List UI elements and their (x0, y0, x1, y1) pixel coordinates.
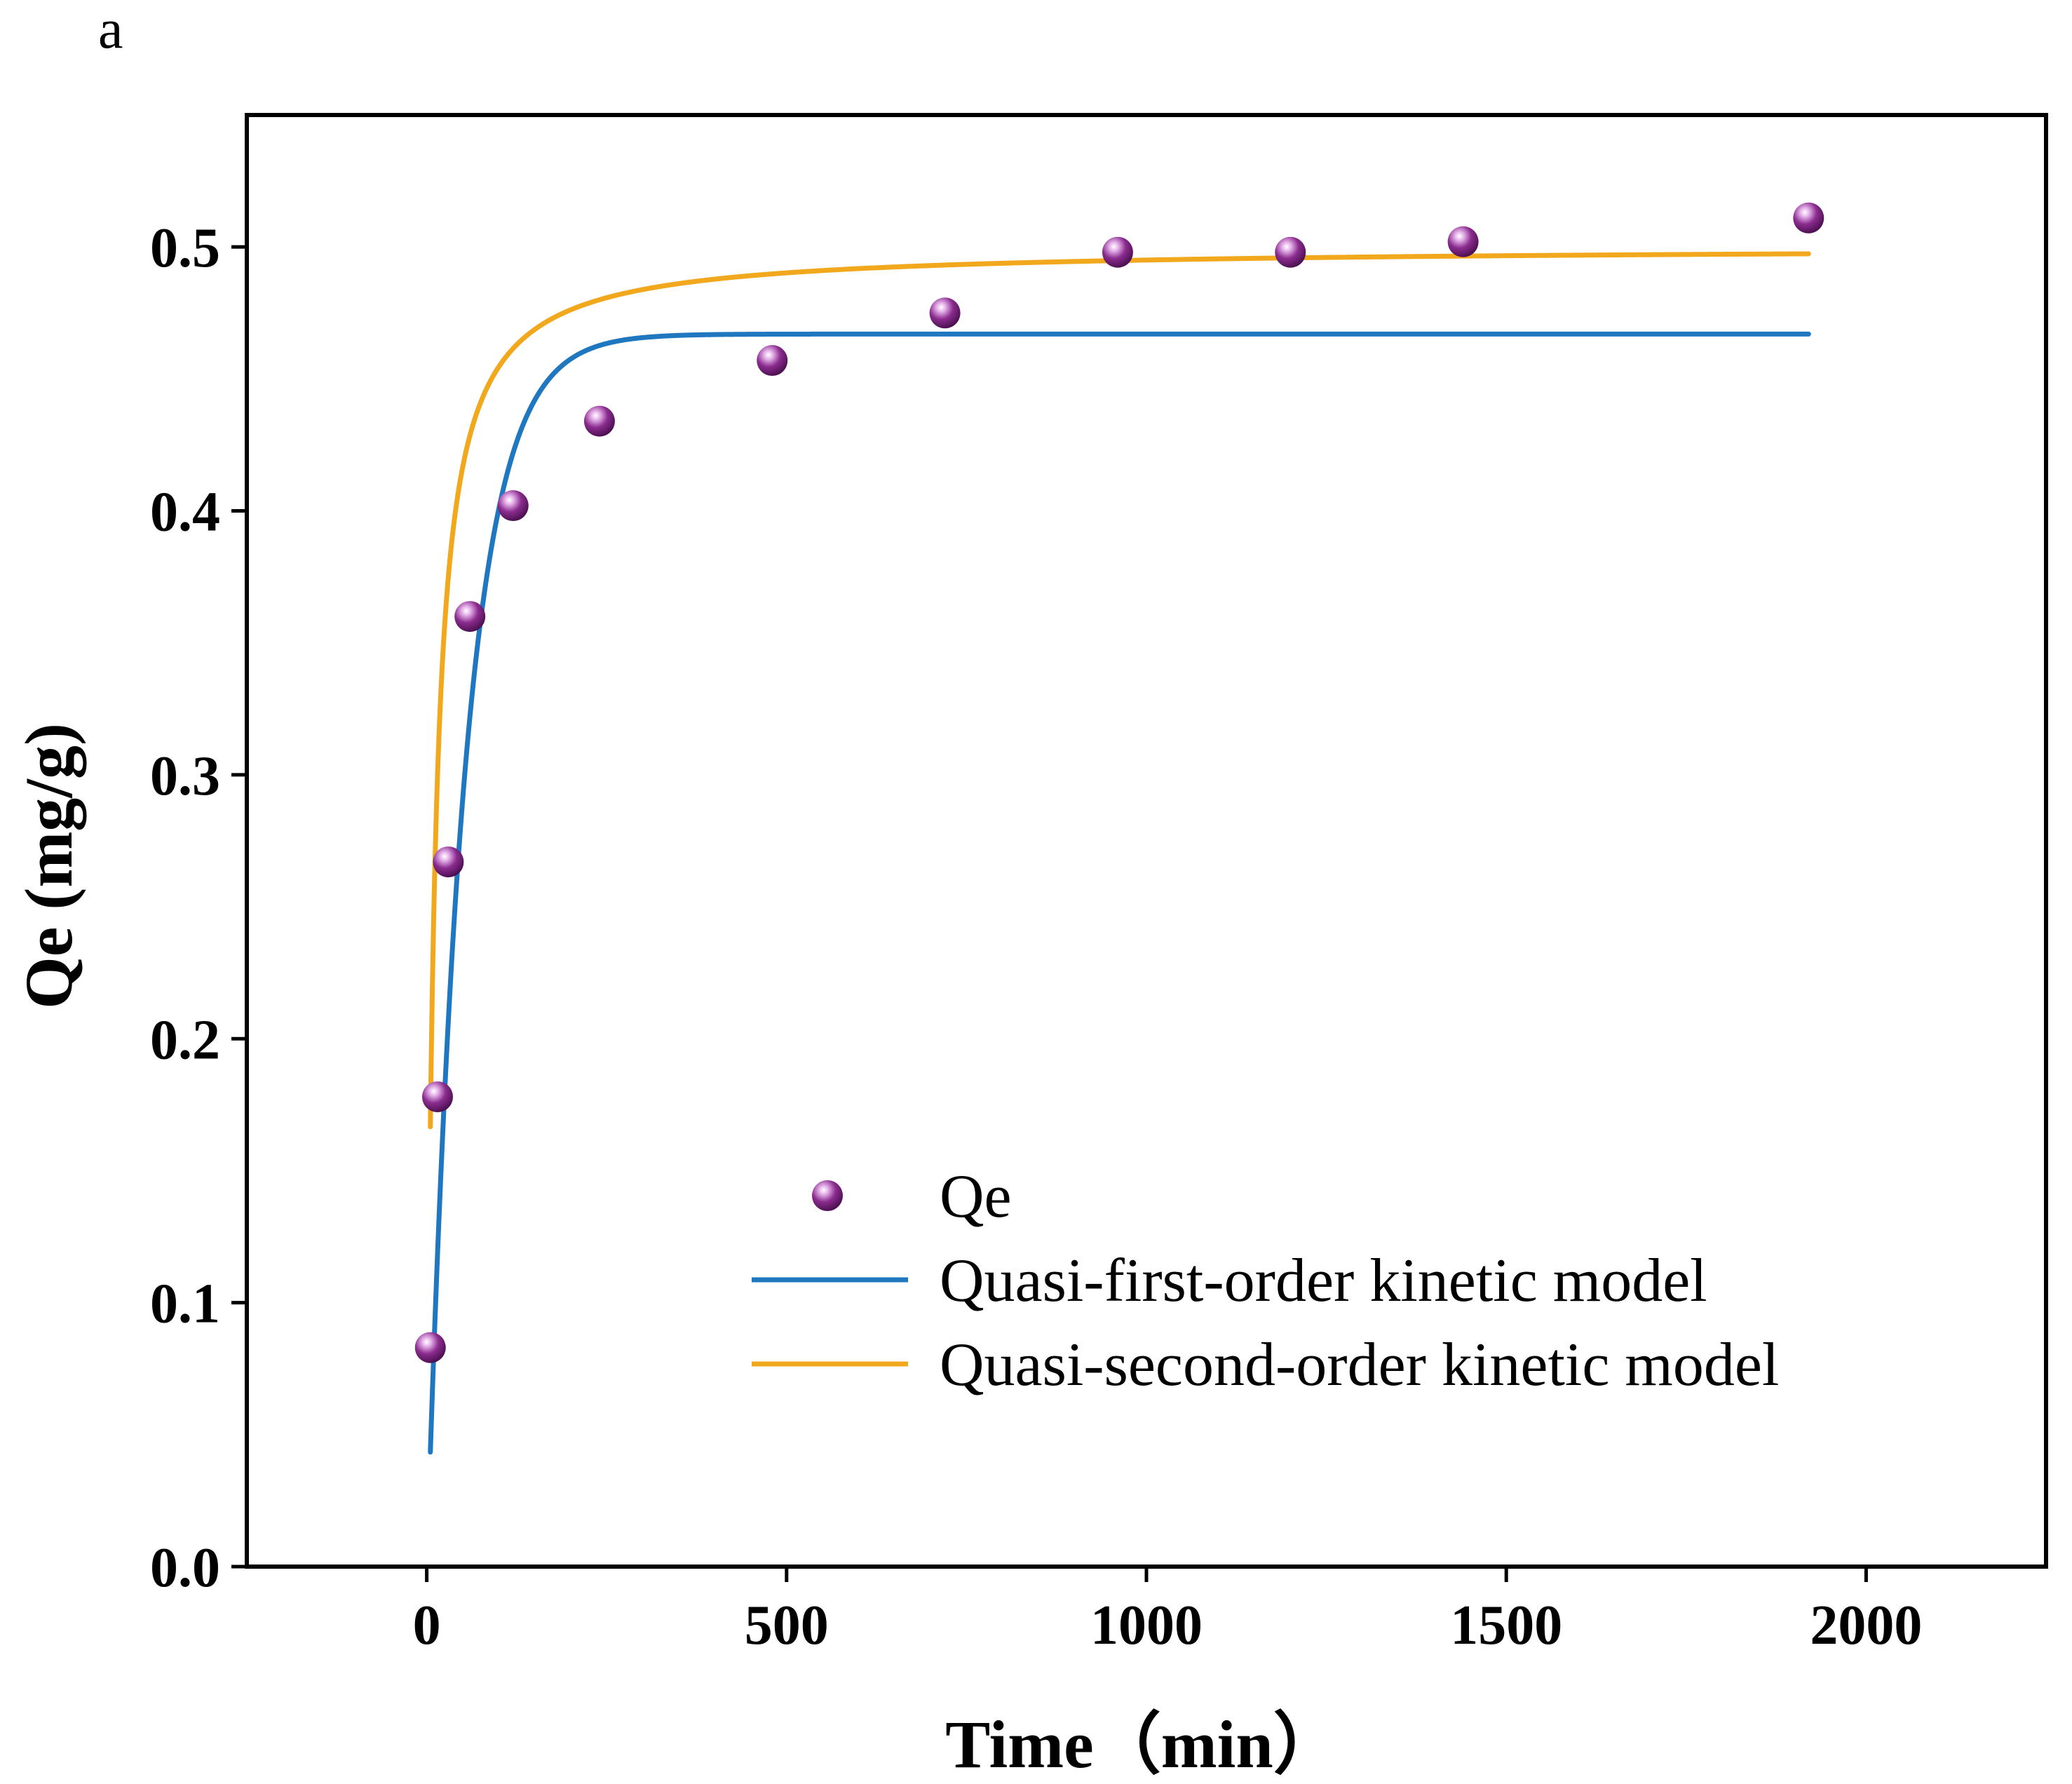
data-point (433, 846, 464, 878)
y-tick-label: 0.2 (150, 1009, 220, 1071)
first-order-curve (428, 331, 1811, 1455)
y-tick-label: 0.0 (150, 1537, 220, 1599)
y-tick-label: 0.4 (150, 482, 220, 543)
data-point (497, 490, 529, 522)
x-tick-label: 0 (413, 1595, 441, 1656)
legend-label: Quasi-second-order kinetic model (940, 1331, 1779, 1399)
data-point (454, 601, 486, 633)
second-order-curve (428, 251, 1811, 1130)
y-tick-label: 0.5 (150, 217, 220, 279)
data-point (1275, 236, 1306, 268)
x-axis-title: Time（min） (945, 1707, 1341, 1782)
data-point (414, 1332, 446, 1363)
panel-label: a (98, 0, 123, 60)
legend-label: Qe (940, 1163, 1012, 1231)
y-tick-label: 0.1 (150, 1273, 220, 1335)
legend-marker-points (812, 1180, 843, 1211)
plot-area: 0 500 1000 1500 2000 0.0 0.1 0.2 0.3 0.4 0.5 Qe Quas… (150, 113, 2048, 1656)
x-tick-label: 1000 (1090, 1595, 1203, 1656)
plot-frame (245, 113, 2048, 1569)
x-tick-label: 500 (745, 1595, 829, 1656)
data-point (1102, 236, 1133, 268)
data-point (583, 405, 615, 437)
x-tick-label: 2000 (1810, 1595, 1922, 1656)
legend-label: Quasi-first-order kinetic model (940, 1247, 1707, 1315)
data-point (1793, 202, 1824, 234)
data-point (1447, 226, 1479, 257)
data-point (421, 1081, 453, 1113)
y-tick-label: 0.3 (150, 745, 220, 807)
y-axis-title: Qe (mg/g) (11, 723, 86, 1009)
x-tick-label: 1500 (1450, 1595, 1562, 1656)
data-point (929, 297, 961, 329)
data-point (757, 345, 788, 377)
